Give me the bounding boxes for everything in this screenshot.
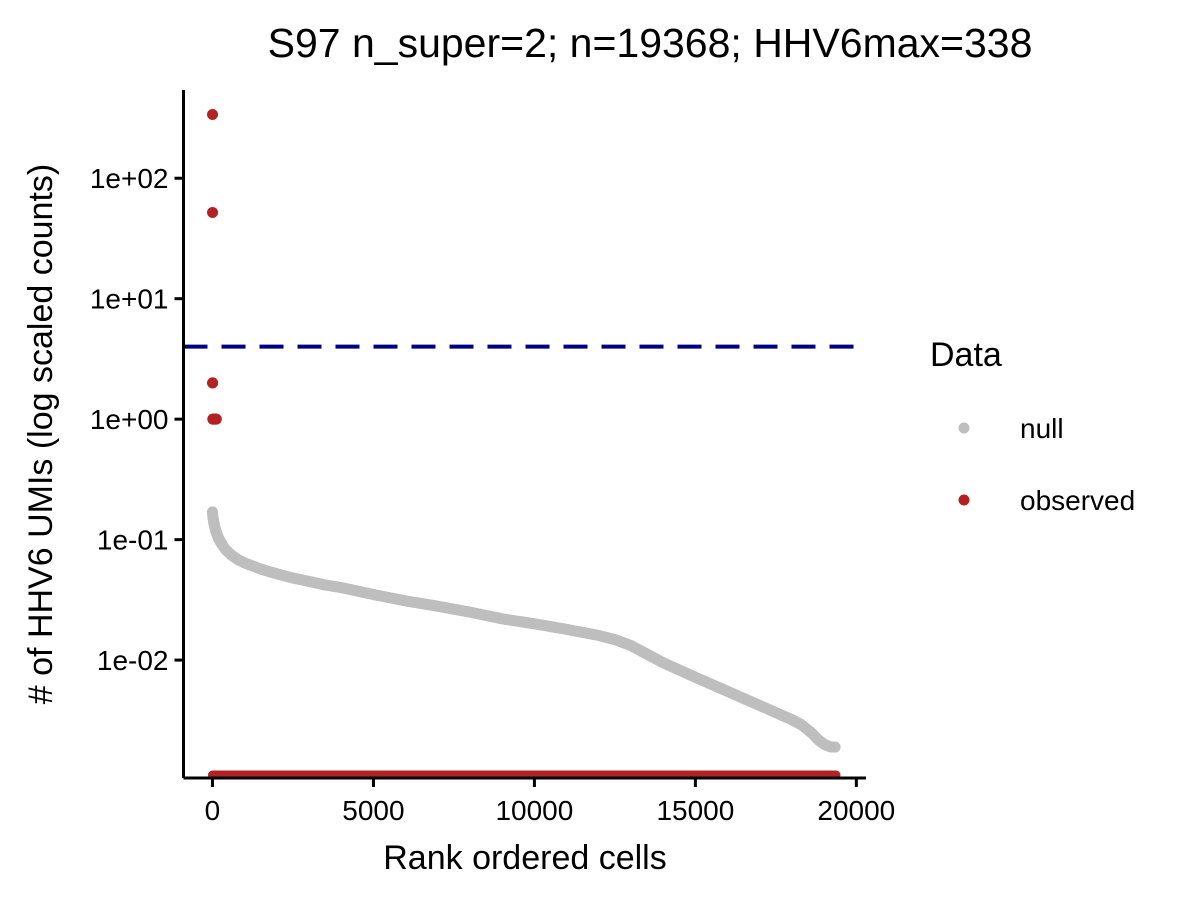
legend-title: Data — [930, 336, 1002, 374]
legend-entries: null observed — [958, 413, 1135, 516]
legend-label-observed: observed — [1020, 485, 1135, 516]
x-tick-label-1: 5000 — [342, 795, 404, 826]
x-tick-label-3: 15000 — [656, 795, 734, 826]
observed-series — [207, 109, 841, 780]
observed-point-3 — [207, 377, 219, 389]
x-tick-label-0: 0 — [205, 795, 221, 826]
y-tick-label-3: 1e+01 — [90, 284, 169, 315]
y-tick-label-4: 1e+02 — [90, 163, 169, 194]
y-tick-label-1: 1e-01 — [97, 525, 169, 556]
legend-key-null — [958, 422, 970, 434]
x-axis-ticks: 0 5000 10000 15000 20000 — [205, 778, 895, 826]
y-axis-ticks: 1e-02 1e-01 1e+00 1e+01 1e+02 — [90, 163, 184, 676]
x-tick-label-2: 10000 — [495, 795, 573, 826]
plot-area — [183, 109, 866, 780]
x-axis-label: Rank ordered cells — [383, 839, 666, 877]
observed-point-1 — [207, 206, 219, 218]
null-point-551 — [829, 741, 841, 753]
legend-key-observed — [958, 494, 970, 506]
legend-label-null: null — [1020, 413, 1064, 444]
observed-point-0 — [207, 109, 219, 121]
legend: Data null observed — [930, 336, 1135, 516]
observed-point-10 — [210, 413, 222, 425]
x-tick-label-4: 20000 — [817, 795, 895, 826]
y-axis-label: # of HHV6 UMIs (log scaled counts) — [22, 164, 60, 704]
null-series — [207, 506, 841, 753]
y-tick-label-0: 1e-02 — [97, 645, 169, 676]
y-tick-label-2: 1e+00 — [90, 404, 169, 435]
chart-title: S97 n_super=2; n=19368; HHV6max=338 — [268, 20, 1033, 66]
